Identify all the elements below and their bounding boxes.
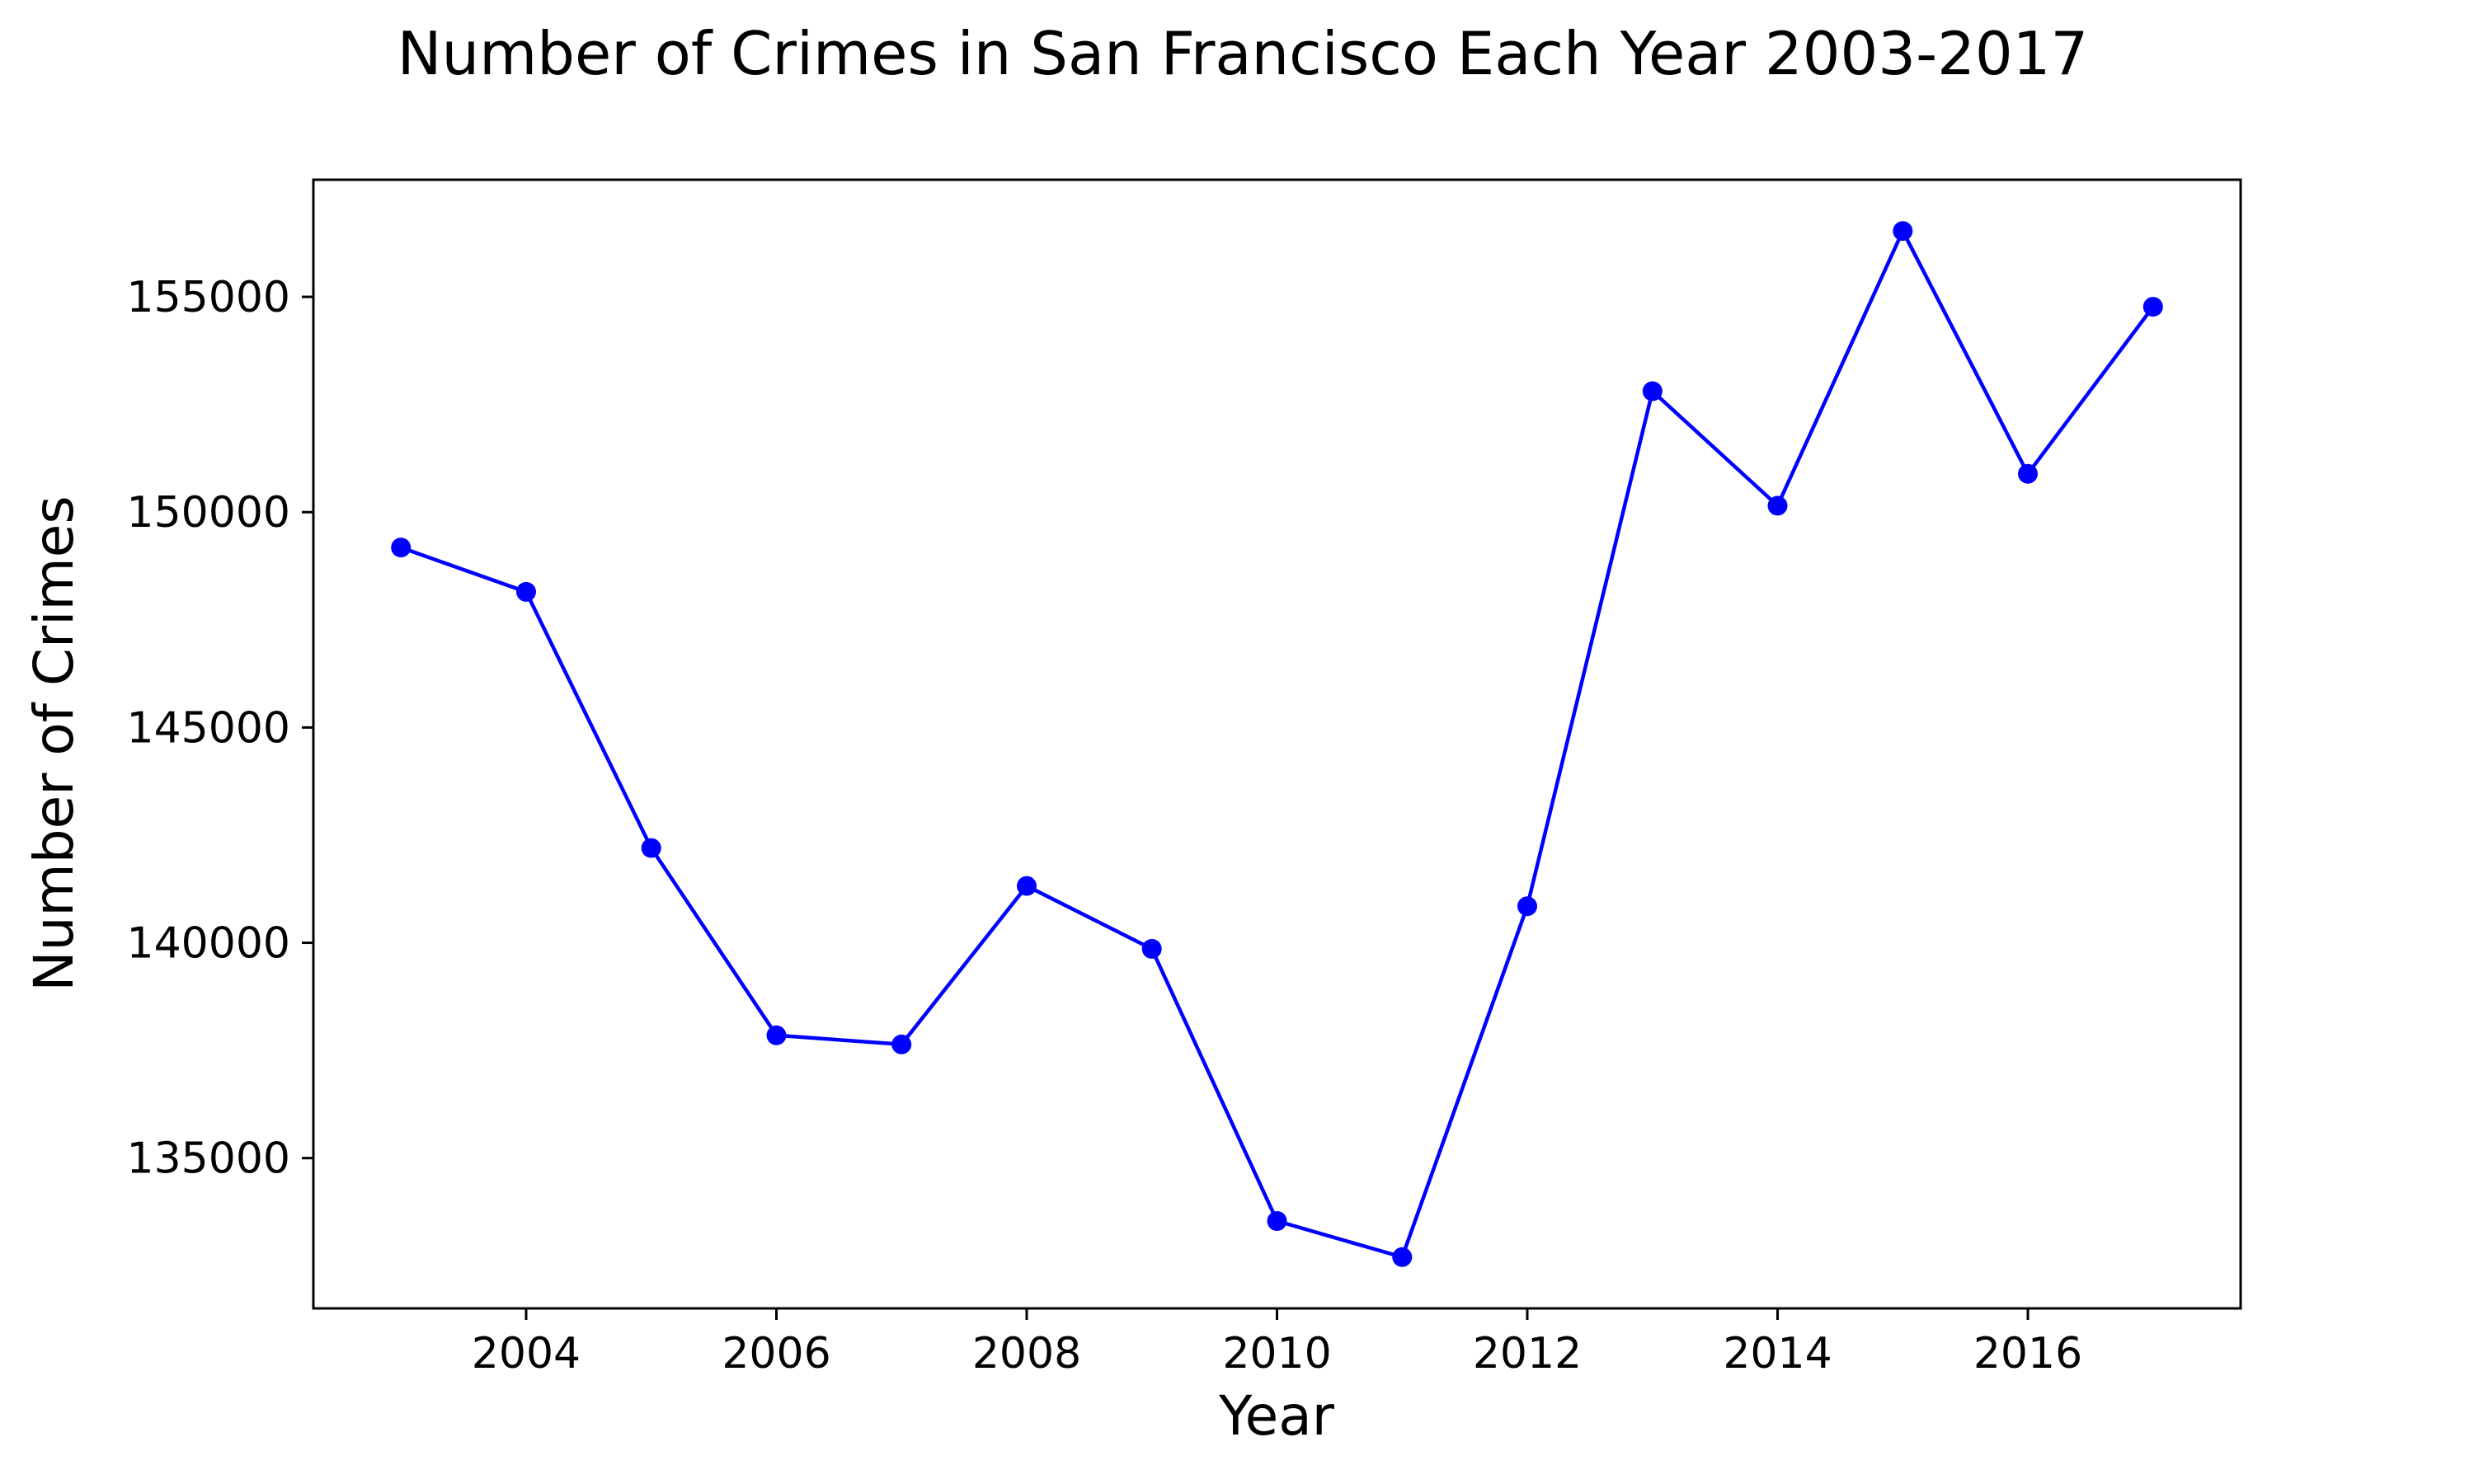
data-point-2015 [1893,221,1913,242]
x-tick-label: 2004 [472,1329,581,1378]
data-point-2009 [1141,938,1162,959]
data-point-2011 [1392,1247,1413,1267]
y-axis: 135000 140000 145000 150000 155000 [126,273,313,1184]
y-tick-label: 135000 [126,1134,290,1184]
x-tick-label: 2014 [1723,1329,1832,1378]
x-axis: 2004 2006 2008 2010 2012 2014 2016 [472,1308,2082,1378]
y-tick-label: 140000 [126,919,290,969]
data-point-2003 [391,538,412,558]
x-tick-label: 2008 [972,1329,1081,1378]
plot-area: 2004 2006 2008 2010 2012 2014 2016 135000 14000… [126,178,2242,1378]
data-point-2012 [1517,896,1537,917]
data-point-2006 [766,1025,787,1045]
x-axis-label: Year [1218,1384,1335,1448]
data-point-2017 [2142,297,2163,317]
x-tick-label: 2010 [1222,1329,1331,1378]
chart-title: Number of Crimes in San Francisco Each Y… [397,19,2089,88]
y-tick-label: 145000 [126,703,290,753]
data-point-2013 [1642,381,1663,402]
x-tick-label: 2012 [1473,1329,1582,1378]
x-tick-label: 2006 [722,1329,830,1378]
data-point-2016 [2018,463,2038,484]
y-tick-label: 155000 [126,273,290,322]
data-point-2005 [641,838,661,858]
data-point-2007 [891,1034,912,1054]
series-line [398,228,2156,1260]
y-tick-label: 150000 [126,488,290,538]
data-point-2014 [1767,495,1788,516]
y-axis-label: Number of Crimes [22,495,86,992]
x-tick-label: 2016 [1973,1329,2082,1378]
data-point-2010 [1267,1211,1287,1231]
data-point-2004 [516,581,536,602]
data-point-2008 [1017,876,1037,896]
series-layer [391,221,2163,1267]
